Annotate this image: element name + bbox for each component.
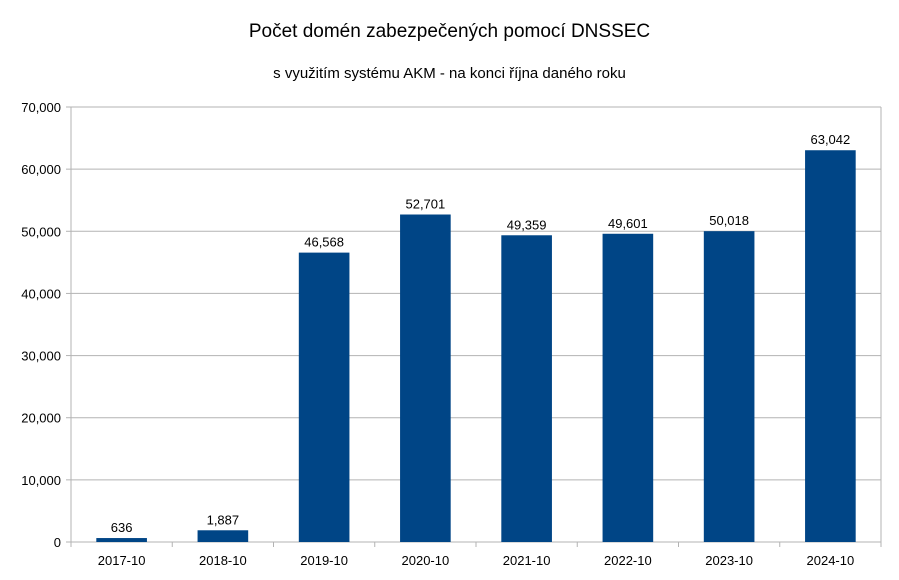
data-label: 63,042 <box>810 132 850 147</box>
data-label: 52,701 <box>405 197 445 212</box>
y-tick-label: 50,000 <box>21 224 61 239</box>
bar <box>96 538 147 542</box>
y-tick-label: 20,000 <box>21 411 61 426</box>
data-labels: 636 1,887 46,568 52,701 49,359 49,601 50,018 63… <box>111 132 850 535</box>
y-tick-label: 10,000 <box>21 473 61 488</box>
bar <box>501 235 552 542</box>
bar <box>400 214 451 543</box>
y-tick-label: 30,000 <box>21 349 61 364</box>
chart-title: Počet domén zabezpečených pomocí DNSSEC <box>248 21 651 42</box>
bar <box>298 252 350 542</box>
data-label: 1,887 <box>207 512 240 527</box>
x-tick-label: 2023-10 <box>705 553 753 568</box>
x-tick-label: 2018-10 <box>199 553 247 568</box>
y-tick-label: 70,000 <box>21 100 61 115</box>
data-label: 46,568 <box>304 235 344 250</box>
data-label: 49,359 <box>507 217 547 232</box>
bars <box>96 150 856 543</box>
x-tick-label: 2017-10 <box>98 553 146 568</box>
data-label: 49,601 <box>608 216 648 231</box>
x-tick-label: 2019-10 <box>300 553 348 568</box>
x-tick-label: 2022-10 <box>604 553 652 568</box>
bar <box>703 231 755 542</box>
y-axis: 0 10,000 20,000 30,000 40,000 50,000 60,000 70,… <box>21 100 71 550</box>
data-label: 636 <box>111 520 133 535</box>
x-tick-label: 2021-10 <box>503 553 551 568</box>
x-tick-label: 2024-10 <box>807 553 855 568</box>
y-tick-label: 0 <box>54 535 61 550</box>
bar <box>197 530 249 542</box>
y-tick-label: 60,000 <box>21 162 61 177</box>
data-label: 50,018 <box>709 213 749 228</box>
y-tick-label: 40,000 <box>21 286 61 301</box>
x-axis: 2017-10 2018-10 2019-10 2020-10 2021-10 2022-… <box>70 542 882 568</box>
x-tick-label: 2020-10 <box>402 553 450 568</box>
bar <box>805 150 856 542</box>
gridlines <box>70 106 882 543</box>
bar <box>602 233 654 543</box>
chart-subtitle: s využitím systému AKM - na konci října … <box>273 65 626 82</box>
